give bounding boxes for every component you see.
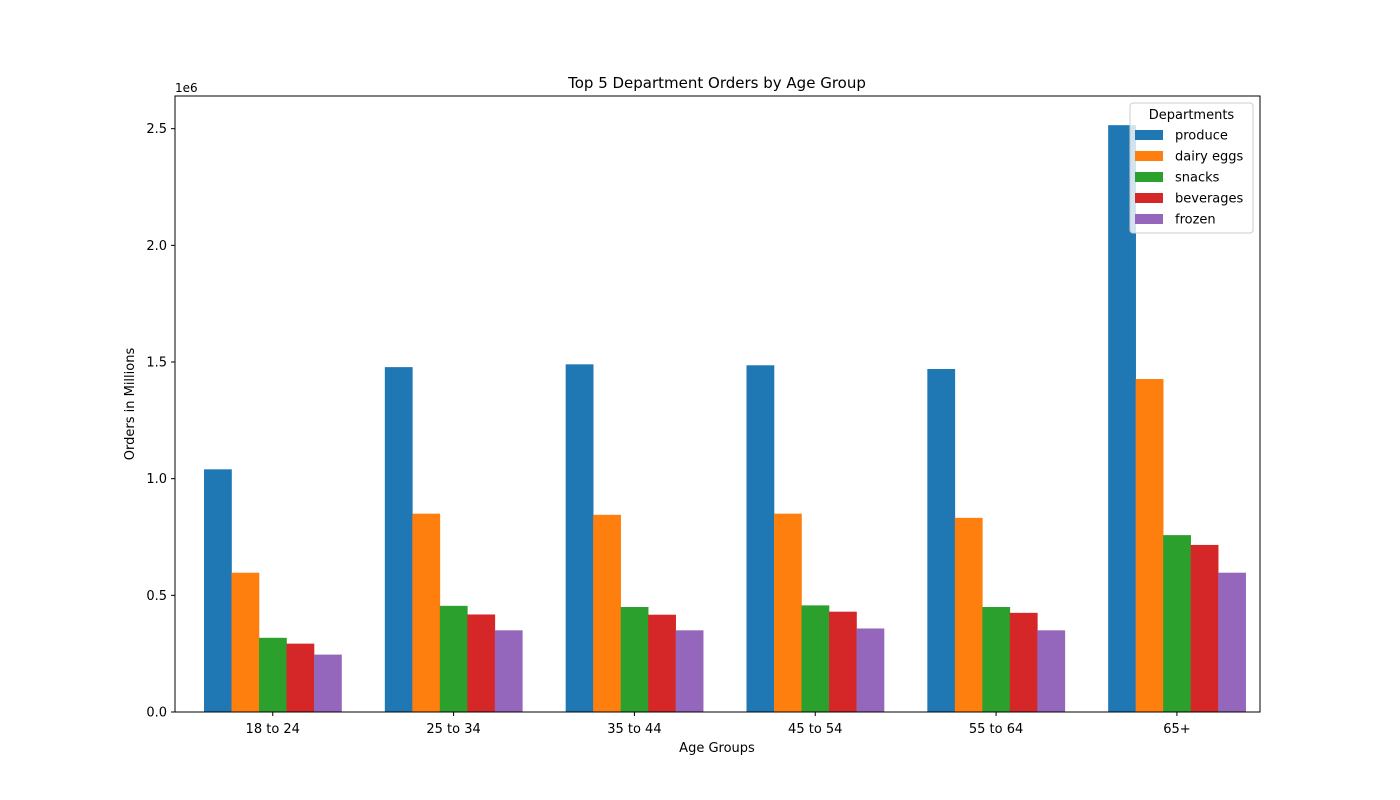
bar-dairy-eggs-5 [1135,379,1164,712]
bar-produce-0 [204,469,232,712]
bar-snacks-2 [620,607,649,712]
y-tick-label: 2.0 [146,239,167,254]
y-axis-label: Orders in Millions [123,348,138,461]
bar-dairy-eggs-3 [774,513,802,712]
bar-dairy-eggs-0 [231,572,260,712]
bar-produce-1 [384,367,413,712]
y-tick-label: 0.5 [146,589,167,604]
y-tick-label: 2.5 [146,122,167,137]
x-tick-label: 35 to 44 [607,722,661,737]
bar-frozen-5 [1218,572,1246,712]
bar-frozen-1 [494,630,523,712]
legend-label-snacks: snacks [1175,171,1220,186]
y-tick-label: 1.0 [146,472,167,487]
x-tick-label: 45 to 54 [788,722,842,737]
legend-swatch-frozen [1135,214,1163,224]
bar-beverages-0 [286,643,315,712]
bar-dairy-eggs-1 [412,513,441,712]
bar-snacks-0 [259,637,287,712]
bar-snacks-5 [1163,535,1191,712]
y-offset-label: 1e6 [175,81,198,95]
bar-snacks-1 [439,605,468,712]
legend-label-produce: produce [1175,129,1228,144]
bar-frozen-0 [314,654,342,712]
legend-swatch-produce [1135,130,1163,140]
bar-snacks-3 [801,605,830,712]
legend: Departments produce dairy eggs snacks bevera… [1129,102,1254,234]
legend-swatch-snacks [1135,172,1163,182]
bar-produce-2 [565,364,594,712]
bar-snacks-4 [982,607,1011,712]
y-tick-label: 1.5 [146,356,167,371]
y-tick-label: 0.0 [146,706,167,721]
bar-dairy-eggs-2 [593,514,621,712]
bar-beverages-4 [1009,612,1038,712]
legend-label-dairy-eggs: dairy eggs [1175,150,1244,165]
legend-swatch-dairy-eggs [1135,151,1163,161]
x-tick-label: 25 to 34 [426,722,480,737]
x-axis-label: Age Groups [679,741,755,756]
legend-title: Departments [1149,108,1235,123]
bar-beverages-1 [467,614,496,712]
bar-dairy-eggs-4 [954,517,983,712]
bar-beverages-3 [829,611,857,712]
bar-beverages-2 [648,614,676,712]
bar-frozen-2 [675,630,704,712]
chart-title: Top 5 Department Orders by Age Group [567,74,866,92]
x-tick-label: 18 to 24 [246,722,300,737]
legend-label-beverages: beverages [1175,192,1244,207]
plot-frame [174,95,1261,713]
x-tick-label: 55 to 64 [969,722,1023,737]
bar-produce-3 [746,365,775,712]
legend-label-frozen: frozen [1175,213,1216,228]
bar-frozen-4 [1037,630,1066,712]
bar-frozen-3 [856,628,885,712]
legend-swatch-beverages [1135,193,1163,203]
bar-produce-4 [927,369,956,712]
x-tick-label: 65+ [1163,722,1190,737]
bar-beverages-5 [1190,544,1219,712]
plot-area: 18 to 24 25 to 34 35 to 44 45 to 54 55 to 64… [146,95,1261,737]
